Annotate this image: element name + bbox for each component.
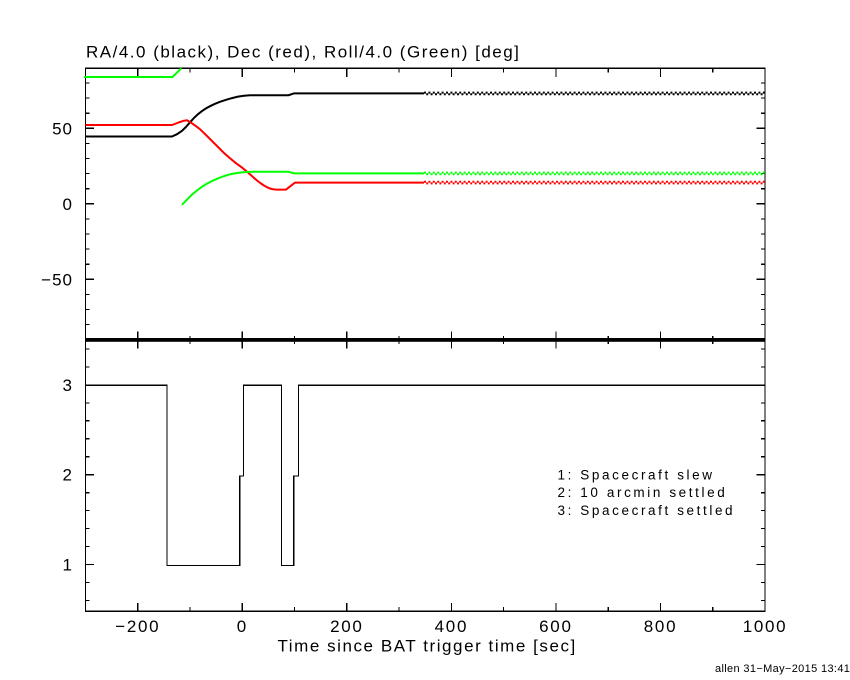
svg-text:−50: −50 (41, 270, 73, 289)
svg-text:Time since BAT trigger time [s: Time since BAT trigger time [sec] (278, 637, 577, 656)
svg-text:1: Spacecraft slew: 1: Spacecraft slew (558, 468, 715, 483)
svg-text:3: 3 (63, 376, 73, 395)
svg-text:allen 31−May−2015 13:41: allen 31−May−2015 13:41 (715, 663, 850, 675)
svg-text:400: 400 (435, 617, 468, 636)
svg-text:800: 800 (644, 617, 677, 636)
svg-text:600: 600 (539, 617, 572, 636)
svg-text:3: Spacecraft settled: 3: Spacecraft settled (558, 503, 736, 518)
svg-text:2: 10 arcmin settled: 2: 10 arcmin settled (558, 485, 728, 500)
svg-text:0: 0 (63, 195, 73, 214)
svg-text:1000: 1000 (743, 617, 788, 636)
svg-text:−200: −200 (115, 617, 160, 636)
svg-text:0: 0 (237, 617, 248, 636)
svg-text:200: 200 (330, 617, 363, 636)
svg-text:50: 50 (52, 119, 73, 138)
svg-text:1: 1 (63, 556, 73, 575)
svg-text:RA/4.0 (black), Dec (red), Rol: RA/4.0 (black), Dec (red), Roll/4.0 (Gre… (86, 43, 520, 62)
svg-text:2: 2 (63, 466, 73, 485)
